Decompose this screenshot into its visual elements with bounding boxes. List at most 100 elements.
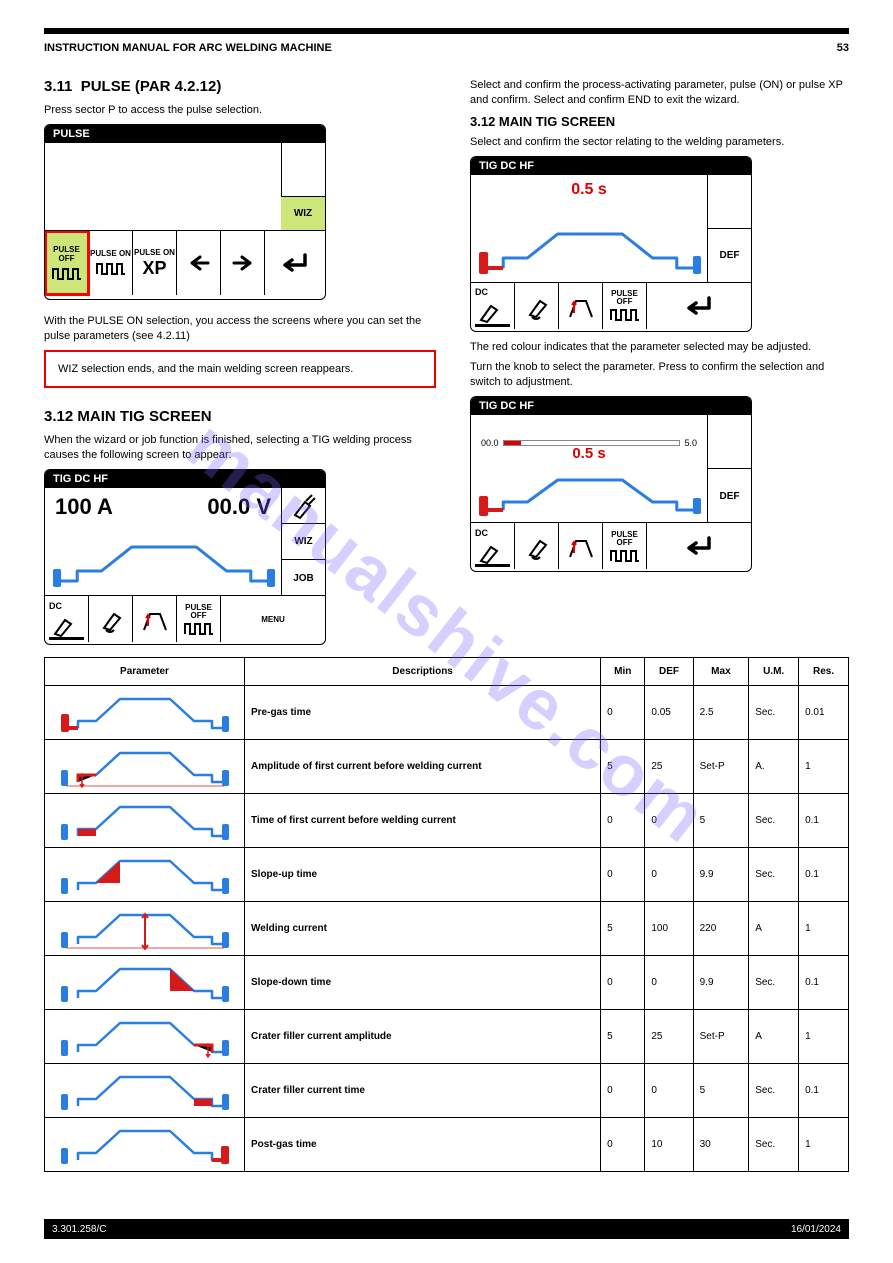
param-curve-cell — [45, 1118, 245, 1172]
param-desc: Slope-down time — [245, 956, 601, 1010]
main-tig-heading: 3.12 MAIN TIG SCREEN — [44, 408, 436, 425]
th-def: DEF — [645, 658, 693, 686]
th-res: Res. — [799, 658, 849, 686]
dc-cell[interactable]: DC — [45, 596, 89, 642]
pulse-on-xp-tab[interactable]: PULSE ON XP — [133, 231, 177, 295]
param-curve-cell — [45, 1064, 245, 1118]
section-intro: Press sector P to access the pulse selec… — [44, 103, 436, 118]
param-um: Sec. — [749, 686, 799, 740]
def-cell[interactable]: DEF — [708, 469, 751, 523]
pulse-off-cell[interactable]: PULSE OFF — [603, 283, 647, 329]
param-um: Sec. — [749, 956, 799, 1010]
hf-cell[interactable] — [89, 596, 133, 642]
volt-readout: 00.0 V — [207, 494, 271, 520]
param-desc: Crater filler current time — [245, 1064, 601, 1118]
right-body3: Turn the knob to select the parameter. P… — [470, 360, 849, 390]
table-row: Welding current 5 100 220 A 1 — [45, 902, 849, 956]
pulse-off-cell[interactable]: PULSE OFF — [603, 523, 647, 569]
wiz-button[interactable]: WIZ — [281, 196, 325, 230]
tig-select-title: TIG DC HF — [471, 157, 751, 175]
parameter-table: Parameter Descriptions Min DEF Max U.M. … — [44, 657, 849, 1172]
param-desc: Slope-up time — [245, 848, 601, 902]
param-desc: Welding current — [245, 902, 601, 956]
param-max: 9.9 — [693, 848, 749, 902]
th-parameter: Parameter — [45, 658, 245, 686]
wiz-cell[interactable]: WIZ — [282, 524, 325, 560]
nav-right-button[interactable] — [221, 231, 265, 295]
param-min: 0 — [601, 956, 645, 1010]
param-desc: Amplitude of first current before weldin… — [245, 740, 601, 794]
th-max: Max — [693, 658, 749, 686]
profile-curve — [53, 533, 275, 589]
param-desc: Pre-gas time — [245, 686, 601, 740]
return-button[interactable] — [265, 231, 325, 295]
header-page: 53 — [837, 42, 849, 54]
table-row: Slope-up time 0 0 9.9 Sec. 0.1 — [45, 848, 849, 902]
table-row: Time of first current before welding cur… — [45, 794, 849, 848]
right-heading: 3.12 MAIN TIG SCREEN — [470, 114, 849, 129]
param-value-red: 0.5 s — [471, 181, 707, 199]
table-row: Pre-gas time 0 0.05 2.5 Sec. 0.01 — [45, 686, 849, 740]
param-curve-cell — [45, 740, 245, 794]
trigger-cell[interactable] — [133, 596, 177, 642]
profile-curve — [479, 470, 701, 516]
profile-curve — [479, 220, 701, 276]
right-body2: The red colour indicates that the parame… — [470, 340, 849, 355]
param-max: 30 — [693, 1118, 749, 1172]
trigger-cell[interactable] — [559, 283, 603, 329]
page-header: INSTRUCTION MANUAL FOR ARC WELDING MACHI… — [44, 42, 849, 54]
return-cell[interactable] — [647, 523, 751, 569]
param-min: 0 — [601, 1064, 645, 1118]
dc-cell[interactable]: DC — [471, 283, 515, 329]
return-cell[interactable] — [647, 283, 751, 329]
param-def: 0.05 — [645, 686, 693, 740]
param-curve-cell — [45, 902, 245, 956]
menu-cell[interactable]: MENU — [221, 596, 325, 642]
right-body1: Select and confirm the sector relating t… — [470, 135, 849, 150]
param-curve-cell — [45, 1010, 245, 1064]
table-row: Post-gas time 0 10 30 Sec. 1 — [45, 1118, 849, 1172]
table-row: Slope-down time 0 0 9.9 Sec. 0.1 — [45, 956, 849, 1010]
tig-main-title: TIG DC HF — [45, 470, 325, 488]
th-um: U.M. — [749, 658, 799, 686]
table-row: Crater filler current time 0 0 5 Sec. 0.… — [45, 1064, 849, 1118]
torch-icon-cell[interactable] — [282, 488, 325, 524]
dc-cell[interactable]: DC — [471, 523, 515, 569]
param-max: 5 — [693, 1064, 749, 1118]
amp-readout: 100 A — [55, 494, 113, 520]
param-max: Set-P — [693, 740, 749, 794]
param-desc: Crater filler current amplitude — [245, 1010, 601, 1064]
param-um: Sec. — [749, 794, 799, 848]
param-res: 0.1 — [799, 1064, 849, 1118]
param-res: 1 — [799, 1118, 849, 1172]
param-curve-cell — [45, 848, 245, 902]
hf-cell[interactable] — [515, 283, 559, 329]
hf-cell[interactable] — [515, 523, 559, 569]
param-min: 5 — [601, 902, 645, 956]
blank-cell — [708, 175, 751, 229]
param-min: 0 — [601, 1118, 645, 1172]
param-value-red: 0.5 s — [471, 445, 707, 462]
param-desc: Time of first current before welding cur… — [245, 794, 601, 848]
param-res: 0.01 — [799, 686, 849, 740]
pulse-on-note: With the PULSE ON selection, you access … — [44, 314, 436, 344]
tig-adjust-title: TIG DC HF — [471, 397, 751, 415]
th-desc: Descriptions — [245, 658, 601, 686]
param-res: 0.1 — [799, 848, 849, 902]
trigger-cell[interactable] — [559, 523, 603, 569]
param-def: 10 — [645, 1118, 693, 1172]
param-def: 100 — [645, 902, 693, 956]
param-res: 0.1 — [799, 956, 849, 1010]
pulse-on-tab[interactable]: PULSE ON — [89, 231, 133, 295]
param-curve-cell — [45, 794, 245, 848]
pulse-off-tab[interactable]: PULSE OFF — [45, 231, 89, 295]
param-um: A. — [749, 740, 799, 794]
job-cell[interactable]: JOB — [282, 560, 325, 596]
param-min: 0 — [601, 686, 645, 740]
pulse-panel-title: PULSE — [45, 125, 325, 143]
nav-left-button[interactable] — [177, 231, 221, 295]
def-cell[interactable]: DEF — [708, 229, 751, 283]
param-def: 25 — [645, 1010, 693, 1064]
param-um: Sec. — [749, 848, 799, 902]
pulse-off-cell[interactable]: PULSE OFF — [177, 596, 221, 642]
